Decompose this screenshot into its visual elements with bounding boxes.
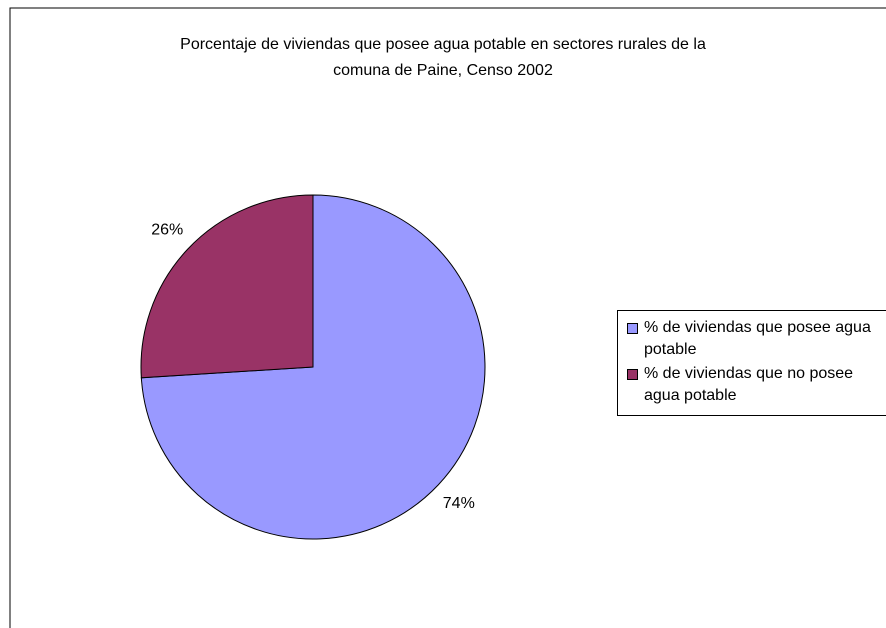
data-label: 26% bbox=[151, 221, 183, 238]
legend-label: % de viviendas que no posee agua potable bbox=[644, 365, 854, 404]
legend: % de viviendas que posee agua potable % d… bbox=[617, 310, 886, 416]
legend-swatch bbox=[627, 323, 638, 334]
legend-swatch bbox=[627, 369, 638, 380]
chart-title: comuna de Paine, Censo 2002 bbox=[333, 62, 553, 79]
chart-title: Porcentaje de viviendas que posee agua p… bbox=[180, 36, 706, 53]
legend-label: % de viviendas que posee agua potable bbox=[644, 319, 871, 358]
legend-item: % de viviendas que no posee agua potable bbox=[618, 363, 886, 407]
legend-item: % de viviendas que posee agua potable bbox=[618, 317, 886, 361]
data-label: 74% bbox=[443, 495, 475, 512]
pie-slice bbox=[140, 194, 314, 379]
